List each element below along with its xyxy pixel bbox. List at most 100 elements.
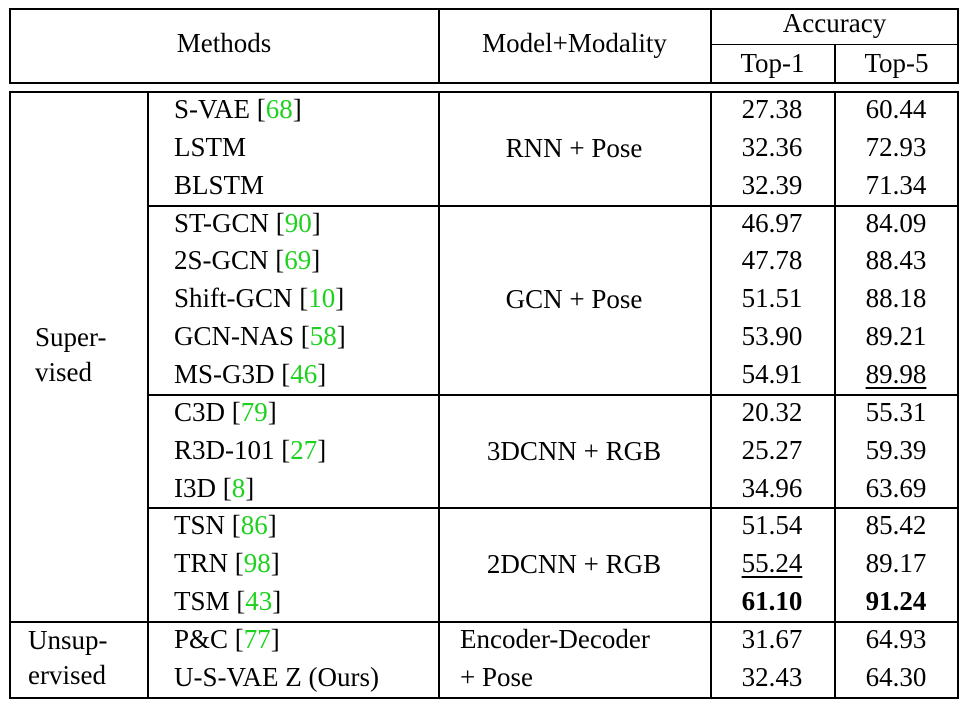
top1-value: 47.78 [741, 245, 803, 276]
top5-value: 84.09 [865, 207, 927, 238]
method-cell: TSM [43] [174, 582, 281, 620]
group-label: vised [35, 356, 92, 387]
citation-close-bracket: ] [317, 358, 327, 389]
model-modality-label: Encoder-Decoder [460, 623, 650, 654]
citation-link[interactable]: 68 [265, 94, 293, 124]
body-top-rule [9, 91, 959, 93]
top1-value: 51.51 [741, 283, 803, 314]
citation-close-bracket: ] [245, 472, 255, 503]
method-cell: ST-GCN [90] [174, 204, 321, 242]
header-vline-top [834, 44, 836, 84]
top1-value: 34.96 [741, 472, 803, 503]
top5-value: 89.21 [865, 321, 927, 352]
citation-close-bracket: ] [267, 510, 277, 541]
citation-link[interactable]: 79 [240, 396, 268, 427]
method-cell: TRN [98] [174, 544, 280, 582]
citation-close-bracket: ] [292, 94, 302, 124]
citation-link[interactable]: 86 [240, 510, 268, 541]
method-cell: P&C [77] [174, 620, 280, 658]
top1-value: 32.43 [741, 661, 803, 692]
citation-link[interactable]: 27 [290, 434, 318, 465]
citation-link[interactable]: 46 [290, 358, 318, 389]
method-cell: Shift-GCN [10] [174, 279, 344, 317]
citation-link[interactable]: 77 [243, 623, 271, 654]
header-vline-left [9, 8, 11, 84]
method-cell: TSN [86] [174, 506, 277, 544]
block-separator-rule [147, 507, 959, 509]
header-model-modality: Model+Modality [482, 28, 667, 58]
citation-close-bracket: ] [272, 586, 282, 617]
model-modality-label: 2DCNN + RGB [486, 549, 662, 580]
citation-open-bracket: [ [274, 358, 291, 389]
citation-link[interactable]: 98 [243, 548, 271, 579]
method-name: S-VAE [174, 94, 251, 124]
method-cell: I3D [8] [174, 469, 254, 507]
citation-open-bracket: [ [229, 586, 246, 617]
method-cell: U-S-VAE Z (Ours) [174, 658, 379, 696]
top1-value: 54.91 [741, 358, 803, 389]
citation-open-bracket: [ [225, 510, 241, 541]
top5-value: 72.93 [865, 131, 927, 162]
method-name: TSM [174, 586, 230, 617]
top1-value: 27.38 [741, 94, 803, 124]
method-cell: GCN-NAS [58] [174, 317, 346, 355]
group-separator-rule [9, 621, 959, 623]
citation-open-bracket: [ [294, 321, 310, 352]
citation-link[interactable]: 90 [284, 207, 312, 238]
method-name: TRN [174, 548, 228, 579]
top1-value: 32.36 [741, 131, 803, 162]
top5-value: 91.24 [865, 586, 927, 617]
method-name: ST-GCN [174, 207, 270, 238]
header-vline-right [957, 8, 959, 84]
method-name: GCN-NAS [174, 321, 295, 352]
method-name: MS-G3D [174, 358, 275, 389]
top1-value: 46.97 [741, 207, 803, 238]
top1-value: 61.10 [741, 586, 803, 617]
method-name: BLSTM [174, 169, 265, 200]
table-bottom-rule [9, 697, 959, 699]
citation-open-bracket: [ [216, 472, 232, 503]
block-separator-rule [147, 394, 959, 396]
top5-value: 63.69 [865, 472, 927, 503]
citation-link[interactable]: 69 [284, 245, 312, 276]
header-methods: Methods [176, 28, 272, 58]
citation-open-bracket: [ [250, 94, 266, 124]
method-cell: S-VAE [68] [174, 90, 302, 128]
citation-close-bracket: ] [317, 434, 327, 465]
method-name: U-S-VAE Z (Ours) [174, 661, 379, 692]
citation-open-bracket: [ [228, 623, 244, 654]
citation-close-bracket: ] [270, 548, 280, 579]
citation-open-bracket: [ [228, 548, 244, 579]
top1-value: 32.39 [741, 169, 803, 200]
citation-close-bracket: ] [311, 245, 321, 276]
top5-value: 89.17 [865, 548, 927, 579]
body-vline-right [957, 91, 959, 699]
citation-open-bracket: [ [269, 207, 285, 238]
citation-link[interactable]: 8 [231, 472, 246, 503]
top5-value: 85.42 [865, 510, 927, 541]
top5-value: 71.34 [865, 169, 927, 200]
group-label: Unsup- [28, 624, 108, 655]
header-bottom-rule [9, 82, 959, 84]
method-name: R3D-101 [174, 434, 275, 465]
body-vline-model [710, 91, 712, 699]
group-label: ervised [28, 659, 106, 690]
method-cell: 2S-GCN [69] [174, 241, 320, 279]
top5-value: 60.44 [865, 94, 927, 124]
body-vline-top [834, 91, 836, 699]
body-vline-methods [438, 91, 440, 699]
citation-link[interactable]: 10 [308, 283, 336, 314]
body-vline-group [147, 91, 149, 699]
header-accuracy: Accuracy [782, 8, 887, 38]
citation-close-bracket: ] [270, 623, 280, 654]
method-cell: R3D-101 [27] [174, 431, 326, 469]
citation-open-bracket: [ [268, 245, 285, 276]
top5-value: 59.39 [865, 434, 927, 465]
citation-close-bracket: ] [267, 396, 277, 427]
citation-link[interactable]: 43 [245, 586, 273, 617]
citation-close-bracket: ] [335, 283, 345, 314]
citation-link[interactable]: 58 [309, 321, 337, 352]
header-vline-methods [438, 8, 440, 84]
top5-value: 55.31 [865, 396, 927, 427]
